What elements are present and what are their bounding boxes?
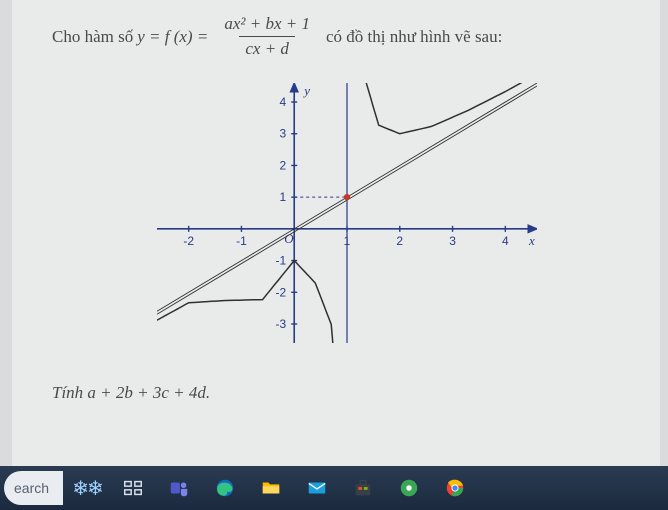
svg-text:x: x (528, 233, 535, 248)
svg-text:-1: -1 (236, 234, 247, 248)
svg-text:4: 4 (502, 234, 509, 248)
task-view-icon[interactable] (111, 466, 155, 510)
weather-icon[interactable]: ❄❄ (65, 466, 109, 510)
numerator: ax² + bx + 1 (218, 14, 316, 36)
svg-text:-2: -2 (276, 285, 287, 299)
svg-text:-3: -3 (276, 317, 287, 331)
svg-text:1: 1 (280, 190, 287, 204)
search-input[interactable]: earch (4, 471, 63, 505)
svg-text:-1: -1 (276, 254, 287, 268)
chrome-icon[interactable] (433, 466, 477, 510)
svg-text:4: 4 (280, 95, 287, 109)
problem-statement: Cho hàm số y = f (x) = ax² + bx + 1 cx +… (52, 14, 642, 59)
taskbar: earch ❄❄ (0, 466, 668, 510)
svg-text:y: y (302, 83, 310, 98)
mail-icon[interactable] (295, 466, 339, 510)
store-icon[interactable] (341, 466, 385, 510)
denominator: cx + d (239, 36, 295, 59)
svg-text:2: 2 (396, 234, 403, 248)
media-icon[interactable] (387, 466, 431, 510)
file-explorer-icon[interactable] (249, 466, 293, 510)
fraction: ax² + bx + 1 cx + d (218, 14, 316, 59)
svg-text:3: 3 (280, 127, 287, 141)
svg-text:3: 3 (449, 234, 456, 248)
teams-icon[interactable] (157, 466, 201, 510)
document-page: Cho hàm số y = f (x) = ax² + bx + 1 cx +… (12, 0, 660, 466)
problem-lhs: y = f (x) = (137, 27, 208, 47)
svg-text:2: 2 (280, 158, 287, 172)
edge-icon[interactable] (203, 466, 247, 510)
problem-prefix: Cho hàm số (52, 27, 133, 47)
function-graph: -2-11234-3-2-11234yxO (157, 83, 537, 343)
question-line: Tính a + 2b + 3c + 4d. (52, 383, 642, 403)
problem-suffix: có đồ thị như hình vẽ sau: (326, 27, 502, 47)
svg-text:-2: -2 (183, 234, 194, 248)
